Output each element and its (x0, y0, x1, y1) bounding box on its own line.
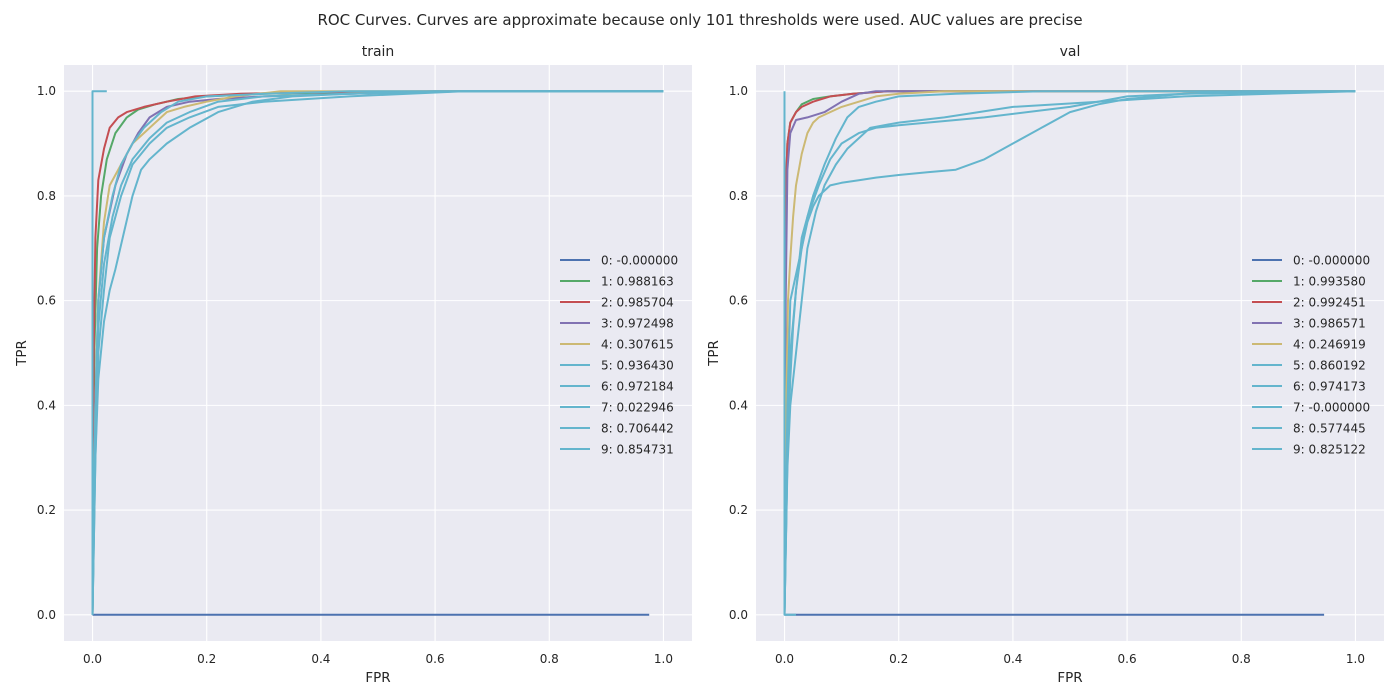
chart-0-ytick-label: 0.4 (37, 398, 56, 412)
chart-1-ytick-label: 1.0 (729, 84, 748, 98)
chart-1-ytick-label: 0.2 (729, 503, 748, 517)
chart-0-ytick-label: 0.6 (37, 294, 56, 308)
chart-1-ytick-label: 0.4 (729, 398, 748, 412)
chart-0-xtick-label: 0.8 (540, 652, 559, 666)
figure-suptitle: ROC Curves. Curves are approximate becau… (317, 11, 1082, 29)
chart-1-plot-area (756, 65, 1384, 641)
chart-1-series-9 (783, 90, 1356, 615)
chart-1-ytick-label: 0.0 (729, 608, 748, 622)
chart-0-legend-label-1: 1: 0.988163 (601, 275, 674, 289)
chart-1-xtick-label: 0.6 (1118, 652, 1137, 666)
chart-1-title: val (1060, 44, 1081, 60)
chart-1-legend-label-3: 3: 0.986571 (1293, 317, 1366, 331)
chart-0-xtick-label: 0.4 (311, 652, 330, 666)
chart-1-axes: 0.0 0.2 0.4 0.6 0.8 1.0 0.0 0.2 0.4 0.6 0.8 1.0 val F… (706, 44, 1384, 686)
chart-0-legend-label-3: 3: 0.972498 (601, 317, 674, 331)
chart-1-ytick-label: 0.6 (729, 294, 748, 308)
chart-0-legend: 0: -0.000000 1: 0.988163 2: 0.985704 3: 0.9… (560, 254, 678, 457)
chart-1-xtick-label: 1.0 (1346, 652, 1365, 666)
chart-0-legend-label-0: 0: -0.000000 (601, 254, 678, 268)
chart-1-legend-label-5: 5: 0.860192 (1293, 359, 1366, 373)
chart-0-xtick-label: 1.0 (654, 652, 673, 666)
chart-1-xtick-label: 0.0 (775, 652, 794, 666)
chart-0-series-group (91, 90, 664, 616)
chart-0-legend-label-7: 7: 0.022946 (601, 401, 674, 415)
chart-0-axes: 0.0 0.2 0.4 0.6 0.8 1.0 0.0 0.2 0.4 0.6 0.8 1.0 trai… (14, 44, 692, 686)
chart-1-ylabel: TPR (706, 340, 722, 367)
chart-1-xtick-label: 0.4 (1003, 652, 1022, 666)
chart-1-legend-label-7: 7: -0.000000 (1293, 401, 1370, 415)
chart-0-xtick-label: 0.0 (83, 652, 102, 666)
chart-0-legend-label-8: 8: 0.706442 (601, 422, 674, 436)
chart-0-legend-label-5: 5: 0.936430 (601, 359, 674, 373)
chart-1-xlabel: FPR (1057, 670, 1082, 686)
chart-1-legend-label-0: 0: -0.000000 (1293, 254, 1370, 268)
chart-1-series-4 (783, 90, 1356, 615)
chart-1-legend-label-8: 8: 0.577445 (1293, 422, 1366, 436)
chart-0-ytick-label: 0.8 (37, 189, 56, 203)
chart-0-ylabel: TPR (14, 340, 30, 367)
chart-0-ytick-label: 1.0 (37, 84, 56, 98)
chart-0-legend-label-9: 9: 0.854731 (601, 443, 674, 457)
chart-0-legend-label-6: 6: 0.972184 (601, 380, 674, 394)
chart-1-legend-label-4: 4: 0.246919 (1293, 338, 1366, 352)
chart-0-series-7 (91, 90, 107, 615)
chart-0-ytick-label: 0.2 (37, 503, 56, 517)
chart-1-legend-label-1: 1: 0.993580 (1293, 275, 1366, 289)
chart-0-series-9 (91, 90, 664, 615)
chart-1-ytick-label: 0.8 (729, 189, 748, 203)
chart-1-series-5 (783, 90, 1356, 615)
chart-1-legend-label-2: 2: 0.992451 (1293, 296, 1366, 310)
chart-0-ytick-label: 0.0 (37, 608, 56, 622)
chart-0-legend-label-4: 4: 0.307615 (601, 338, 674, 352)
chart-0-plot-area (64, 65, 692, 641)
chart-1-xtick-label: 0.2 (889, 652, 908, 666)
chart-1-legend-label-6: 6: 0.974173 (1293, 380, 1366, 394)
chart-0-legend-label-2: 2: 0.985704 (601, 296, 674, 310)
chart-1-xtick-label: 0.8 (1232, 652, 1251, 666)
chart-0-title: train (362, 44, 395, 60)
chart-0-series-5 (91, 90, 664, 615)
chart-0-series-6 (91, 90, 664, 615)
chart-0-xlabel: FPR (365, 670, 390, 686)
chart-1-series-group (783, 90, 1356, 616)
chart-0-xtick-label: 0.6 (426, 652, 445, 666)
chart-1-series-8 (783, 90, 1356, 615)
chart-1-legend: 0: -0.000000 1: 0.993580 2: 0.992451 3: 0.9… (1252, 254, 1370, 457)
chart-0-xtick-label: 0.2 (197, 652, 216, 666)
chart-1-legend-label-9: 9: 0.825122 (1293, 443, 1366, 457)
